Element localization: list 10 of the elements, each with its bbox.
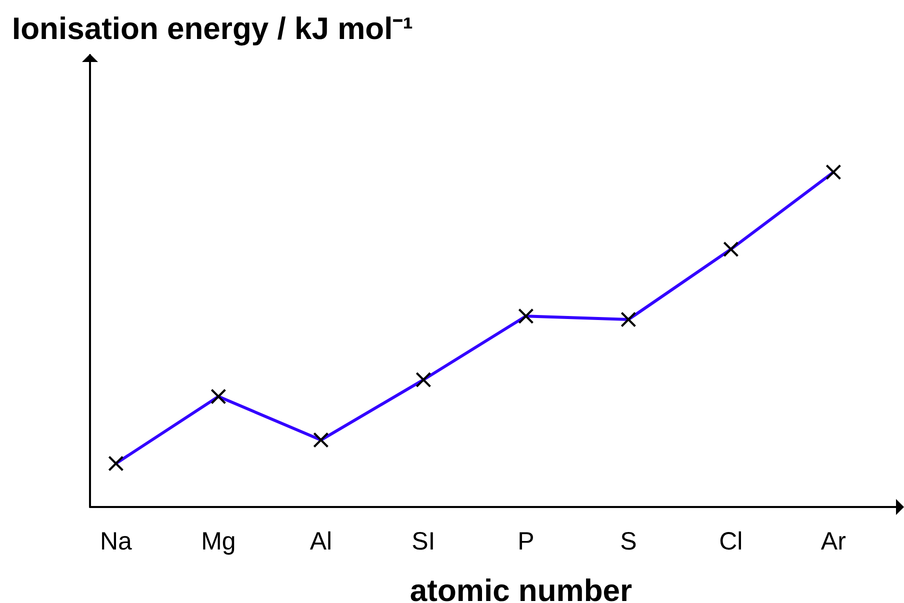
x-tick-label: Al [310, 528, 332, 556]
x-tick-label: SI [412, 528, 436, 556]
x-axis-title: atomic number [410, 573, 632, 603]
x-tick-label: Na [100, 528, 132, 556]
y-axis-title: Ionisation energy / kJ mol⁻¹ [12, 11, 414, 46]
x-tick-label: P [518, 528, 534, 556]
x-tick-label: Ar [820, 528, 846, 556]
x-tick-label: Cl [719, 528, 743, 556]
x-tick-label: Mg [201, 528, 236, 556]
x-tick-label: S [620, 528, 637, 556]
